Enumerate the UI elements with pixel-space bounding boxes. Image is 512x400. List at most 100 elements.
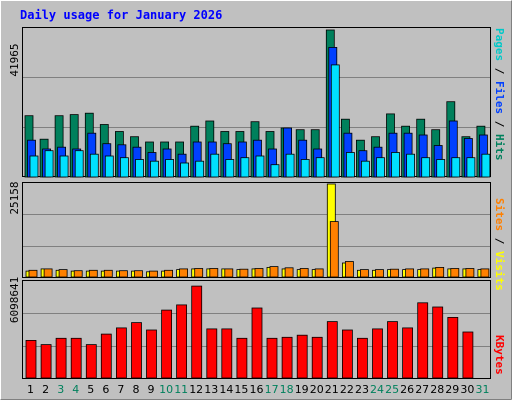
x-tick-label-28: 28 (430, 383, 444, 396)
top-bar-pages-23 (360, 160, 370, 178)
top-bar-pages-18 (285, 153, 295, 178)
x-tick-label-5: 5 (87, 383, 94, 396)
top-bar-pages-29 (451, 157, 461, 178)
top-bar-pages-14 (225, 159, 235, 178)
bot-bar-kbytes-25 (387, 321, 398, 379)
x-tick-label-29: 29 (445, 383, 459, 396)
mid-series-label: Sites / Visits (493, 198, 506, 291)
x-tick-label-22: 22 (340, 383, 354, 396)
bot-bar-kbytes-14 (221, 328, 233, 379)
top-panel-bars (24, 29, 491, 178)
mid-bar-sites-26 (405, 268, 415, 278)
x-tick-label-17: 17 (265, 383, 279, 396)
top-bar-pages-11 (180, 162, 190, 178)
bot-bar-kbytes-18 (281, 336, 293, 379)
mid-bar-sites-5 (88, 269, 98, 278)
x-tick-label-8: 8 (133, 383, 140, 396)
top-series-label-part-4: Hits (493, 134, 506, 161)
top-bar-pages-12 (195, 160, 205, 178)
bot-bar-kbytes-20 (311, 336, 323, 379)
bot-ymax-label: 6098641 (8, 277, 21, 323)
mid-bar-sites-7 (119, 270, 128, 278)
x-tick-label-25: 25 (385, 383, 399, 396)
mid-bar-sites-15 (239, 268, 249, 278)
x-tick-label-14: 14 (219, 383, 233, 396)
top-bar-pages-21 (330, 64, 340, 178)
bot-bar-kbytes-8 (131, 322, 142, 379)
mid-bar-sites-21 (329, 221, 339, 278)
top-bar-pages-6 (104, 155, 114, 178)
mid-bar-sites-8 (134, 270, 143, 278)
bot-bar-kbytes-9 (146, 329, 157, 379)
top-bar-pages-3 (59, 155, 69, 178)
top-series-label-part-2: Files (493, 81, 506, 114)
top-series-label: Pages / Files / Hits (493, 28, 506, 161)
bot-bar-kbytes-16 (251, 307, 263, 379)
mid-bar-sites-23 (359, 269, 369, 278)
bot-bar-kbytes-7 (116, 327, 127, 379)
mid-ymax-label: 25158 (8, 181, 21, 214)
mid-bar-sites-25 (390, 268, 399, 278)
x-tick-label-30: 30 (460, 383, 474, 396)
top-bar-pages-4 (74, 150, 84, 178)
mid-bar-sites-17 (269, 266, 279, 278)
x-tick-label-20: 20 (310, 383, 324, 396)
bot-bar-kbytes-12 (191, 285, 203, 379)
bot-bar-kbytes-17 (266, 337, 278, 379)
mid-bar-sites-12 (194, 268, 204, 278)
mid-bar-sites-18 (284, 267, 294, 278)
x-tick-label-11: 11 (174, 383, 188, 396)
mid-bar-sites-3 (58, 269, 68, 278)
top-bar-pages-20 (315, 157, 325, 178)
bot-bar-kbytes-6 (100, 333, 112, 379)
bot-bar-kbytes-29 (447, 316, 459, 379)
top-bar-pages-15 (240, 157, 250, 178)
x-tick-label-26: 26 (400, 383, 414, 396)
bot-series-label-part-0: KBytes (493, 335, 506, 375)
x-tick-label-27: 27 (415, 383, 429, 396)
mid-bar-sites-30 (465, 268, 475, 278)
bot-bar-kbytes-23 (356, 337, 368, 379)
top-bar-pages-13 (210, 153, 220, 178)
mid-bar-sites-22 (344, 261, 354, 278)
x-tick-label-13: 13 (204, 383, 218, 396)
mid-bar-sites-9 (149, 270, 158, 278)
mid-bar-sites-16 (254, 268, 264, 278)
top-bar-pages-31 (481, 153, 491, 178)
mid-panel-bars (25, 183, 490, 278)
mid-bar-sites-1 (28, 269, 38, 278)
mid-bar-sites-11 (179, 268, 189, 278)
top-bar-pages-7 (120, 157, 129, 178)
x-tick-label-1: 1 (27, 383, 34, 396)
bot-bar-kbytes-19 (296, 334, 308, 379)
mid-bar-sites-29 (450, 268, 460, 278)
bot-bar-kbytes-22 (341, 329, 353, 379)
mid-bar-sites-24 (375, 269, 384, 278)
bot-bar-kbytes-15 (236, 337, 248, 379)
mid-bar-sites-19 (299, 268, 309, 278)
bot-bar-kbytes-1 (25, 339, 37, 379)
top-series-label-part-0: Pages (493, 28, 506, 61)
top-ymax-label: 41965 (8, 43, 21, 76)
top-series-label-part-3: / (493, 114, 506, 134)
x-tick-label-23: 23 (355, 383, 369, 396)
x-tick-label-19: 19 (295, 383, 309, 396)
x-tick-label-7: 7 (117, 383, 124, 396)
bot-bar-kbytes-3 (55, 337, 67, 379)
chart-title: Daily usage for January 2026 (20, 8, 222, 22)
x-tick-label-9: 9 (148, 383, 155, 396)
bot-bar-kbytes-11 (176, 304, 188, 379)
bot-bar-kbytes-2 (40, 344, 52, 379)
x-tick-label-10: 10 (159, 383, 173, 396)
x-tick-label-4: 4 (72, 383, 79, 396)
mid-bar-sites-28 (435, 266, 445, 278)
top-bar-pages-27 (421, 157, 431, 178)
bot-bar-kbytes-10 (161, 309, 173, 379)
x-axis-labels: 1 2 3 4 5 6 7 8 9 10 11 12 13 14 15 16 17 18 19 20 21 22 23 24 2… (27, 383, 490, 396)
top-bar-pages-30 (466, 157, 476, 178)
bot-bar-kbytes-24 (372, 328, 383, 379)
top-bar-pages-5 (89, 153, 99, 178)
top-bar-pages-9 (150, 160, 159, 178)
bot-panel-bars (25, 285, 474, 379)
